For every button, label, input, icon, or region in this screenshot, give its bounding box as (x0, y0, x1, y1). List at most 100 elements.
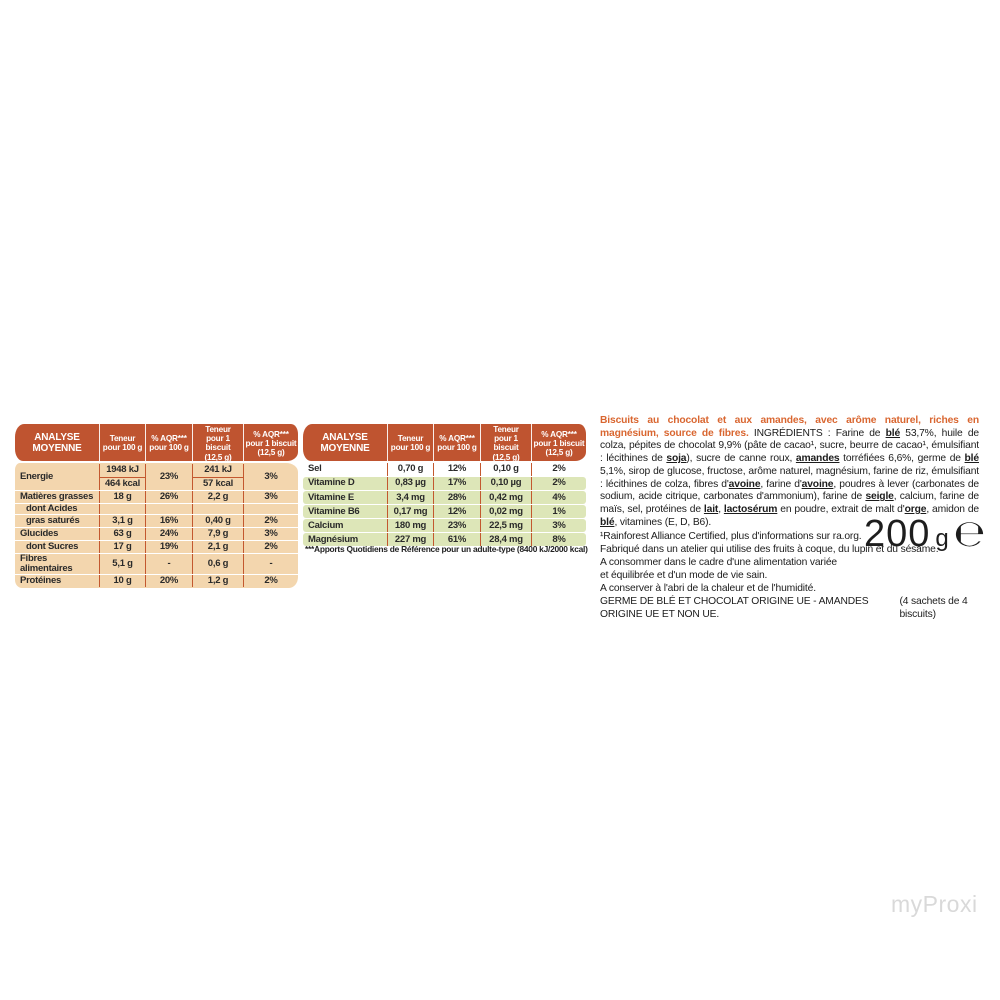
cell-value: 0,10 g (480, 463, 531, 476)
cell-value: 0,40 g (192, 515, 243, 527)
cell-value: 24% (145, 528, 192, 540)
cell-value: 3% (243, 528, 298, 540)
ingredient-text: INGRÉDIENTS : Farine de (753, 427, 886, 439)
cell-value: 0,42 mg (480, 491, 531, 504)
column-header: % AQR*** pour 100 g (145, 424, 192, 463)
cell-value (192, 504, 243, 514)
table-row: Fibres alimentaires 5,1 g -0,6 g- (15, 553, 298, 574)
estimated-sign-icon: ℮ (953, 512, 986, 555)
nutrition-table-main: ANALYSE MOYENNE Teneur pour 100 g% AQR*** po… (15, 424, 298, 588)
net-weight-value: 200 (864, 513, 931, 555)
allergen: avoine (801, 478, 834, 490)
cell-value: 8% (531, 533, 586, 547)
table-row: Glucides 63 g 24% 7,9 g 3% (15, 527, 298, 540)
cell-value: 23% (145, 464, 192, 490)
table-row: Matières grasses 18 g 26% 2,2 g 3% (15, 490, 298, 503)
cell-value: 3,4 mg (387, 491, 433, 504)
allergen: blé (964, 453, 980, 465)
cell-value: 17% (433, 477, 480, 490)
ingredient-text: , calcium, farine de maïs, sel, protéine… (600, 491, 979, 515)
allergen: seigle (865, 491, 894, 503)
product-description: Biscuits au chocolat et aux amandes, ave… (600, 415, 979, 439)
cell-value: 4% (531, 491, 586, 504)
cell-value: 0,02 mg (480, 505, 531, 518)
table-row: Energie 1948 kJ 464 kcal 23% 241 kJ 57 kcal 3% (15, 464, 298, 490)
brand-watermark: myProxi (891, 891, 978, 917)
cell-value: 2% (243, 541, 298, 553)
cell-value: 2% (243, 574, 298, 587)
cell-value: - (243, 554, 298, 574)
table-title: ANALYSE MOYENNE (32, 431, 82, 455)
cell-value: 63 g (99, 528, 145, 540)
cell-value: 3,1 g (99, 515, 145, 527)
cell-value: 2% (243, 515, 298, 527)
row-label: Calcium (308, 519, 344, 531)
table-row: Vitamine E 3,4 mg 28% 0,42 mg 4% (303, 491, 586, 504)
row-label: dont Acides (26, 503, 78, 515)
cell-value: 1948 kJ 464 kcal (99, 464, 145, 490)
cell-value: 2% (531, 463, 586, 476)
cell-value: 0,10 µg (480, 477, 531, 490)
allergen: lactosérum (723, 503, 778, 515)
info-line: Fabriqué dans un atelier qui utilise des… (600, 544, 939, 556)
column-header: Teneur pour 100 g (387, 424, 433, 463)
origin-line: GERME DE BLÉ ET CHOCOLAT ORIGINE UE - AM… (600, 595, 979, 621)
net-weight: 200 g ℮ (864, 515, 985, 553)
table-row: Magnésium 227 mg 61% 28,4 mg 8% (303, 533, 586, 547)
ingredient-text: , (718, 503, 724, 515)
info-line: ¹Rainforest Alliance Certified, plus d'i… (600, 531, 862, 543)
cell-value: 28% (433, 491, 480, 504)
cell-value: 1% (531, 505, 586, 518)
table-row: Vitamine D 0,83 µg 17% 0,10 µg 2% (303, 477, 586, 490)
cell-value: 17 g (99, 541, 145, 553)
net-weight-unit: g (935, 525, 949, 552)
row-label: Matières grasses (20, 491, 94, 503)
cell-value: 0,6 g (192, 554, 243, 574)
pack-info: (4 sachets de 4 biscuits) (899, 596, 968, 621)
origin-text: GERME DE BLÉ ET CHOCOLAT ORIGINE UE - AM… (600, 596, 869, 621)
column-header: Teneur pour 1 biscuit (12,5 g) (480, 424, 531, 463)
ingredient-text: , farine d' (760, 478, 802, 490)
allergen: blé (600, 516, 615, 528)
cell-value: 20% (145, 574, 192, 587)
ingredient-text: ), sucre de canne roux, (686, 453, 796, 465)
table-row: Calcium 180 mg 23% 22,5 mg 3% (303, 519, 586, 532)
allergen: soja (666, 453, 687, 465)
cell-value: 3% (243, 491, 298, 503)
cell-value: 180 mg (387, 519, 433, 532)
cell-value: 12% (433, 463, 480, 476)
info-column: Biscuits au chocolat et aux amandes, ave… (600, 415, 979, 621)
cell-value: 7,9 g (192, 528, 243, 540)
row-label: Sel (308, 463, 322, 475)
column-header: Teneur pour 1 biscuit (12,5 g) (192, 424, 243, 463)
ingredient-text: , amidon de (926, 503, 979, 515)
cell-value: 12% (433, 505, 480, 518)
info-line: A conserver à l'abri de la chaleur et de… (600, 583, 816, 595)
column-header: % AQR*** pour 1 biscuit (12,5 g) (243, 424, 298, 463)
table-row: dont Acides (15, 503, 298, 514)
cell-value: 18 g (99, 491, 145, 503)
ingredient-text: , poudres à lever (carbonates de sodium,… (600, 478, 979, 503)
cell-value (99, 504, 145, 514)
cell-value: 3% (243, 464, 298, 490)
column-header: Teneur pour 100 g (99, 424, 145, 463)
table-row: gras saturés 3,1 g 16% 0,40 g 2% (15, 514, 298, 527)
cell-value: 23% (433, 519, 480, 532)
cell-value: 26% (145, 491, 192, 503)
cell-value: 61% (433, 533, 480, 547)
table-row: dont Sucres 17 g 19% 2,1 g 2% (15, 540, 298, 553)
ingredient-text: torréfiées 6,6%, germe de (839, 453, 965, 465)
cell-value: 0,17 mg (387, 505, 433, 518)
cell-value: 19% (145, 541, 192, 553)
cell-value: - (145, 554, 192, 574)
ingredient-text: 5,1%, sirop de glucose, fructose, arôme … (600, 465, 979, 490)
column-header: % AQR*** pour 100 g (433, 424, 480, 463)
row-label: Glucides (20, 528, 59, 540)
aqr-footnote: ***Apports Quotidiens de Référence pour … (305, 544, 588, 554)
table-row: Sel 0,70 g 12% 0,10 g 2% (303, 463, 586, 476)
row-label: dont Sucres (26, 541, 79, 553)
row-label: Magnésium (308, 533, 359, 545)
row-label: gras saturés (26, 515, 80, 527)
allergen: orge (904, 503, 927, 515)
